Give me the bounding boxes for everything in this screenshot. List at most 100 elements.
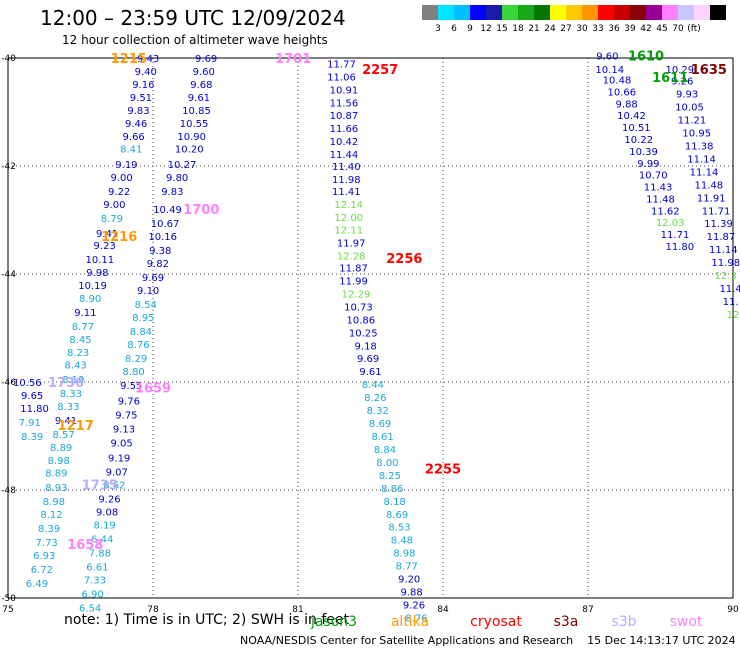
plot-frame [7, 57, 734, 599]
wave-height-value: 8.98 [43, 497, 65, 508]
pass-time-label: 1610 [628, 49, 664, 64]
wave-height-value: 10.05 [675, 103, 704, 114]
pass-time-label: 1658 [67, 538, 103, 553]
wave-height-value: 10.70 [639, 171, 668, 182]
track-altika-1215: 9.43 9.40 9.16 9.51 9.83 9.46 9.66 8.41 9.19 9.00… [26, 54, 159, 590]
wave-height-value: 9.65 [21, 391, 43, 402]
wave-height-value: 10.95 [682, 129, 711, 140]
wave-height-value: 8.25 [379, 471, 401, 482]
wave-height-value: 11.66 [330, 124, 359, 135]
color-swatch [518, 5, 534, 20]
color-scale-label: 39 [624, 24, 636, 34]
wave-height-value: 8.89 [45, 469, 67, 480]
wave-height-value: 9.08 [96, 508, 118, 519]
credit-timestamp: 15 Dec 14:13:17 UTC 2024 [587, 634, 736, 647]
y-tick-label: -46 [1, 378, 16, 388]
color-scale-label: 15 [496, 24, 507, 34]
wave-height-value: 9.61 [188, 93, 210, 104]
wave-height-value: 8.39 [21, 432, 43, 443]
wave-height-value: 10.55 [180, 119, 209, 130]
wave-height-value: 9.19 [115, 160, 137, 171]
wave-height-value: 9.20 [398, 575, 420, 586]
wave-height-value: 9.61 [359, 367, 381, 378]
wave-height-value: 9.40 [135, 67, 157, 78]
wave-height-value: 9.75 [115, 410, 137, 421]
color-scale-label: 6 [451, 24, 457, 34]
wave-height-value: 8.98 [48, 456, 70, 467]
wave-height-value: 9.55 [120, 381, 142, 392]
wave-height-value: 8.44 [362, 380, 384, 391]
wave-height-value: 11.87 [707, 232, 736, 243]
wave-height-value: 10.48 [603, 76, 632, 87]
wave-height-value: 11.71 [661, 230, 690, 241]
wave-height-value: 8.54 [135, 300, 157, 311]
grid [7, 57, 734, 599]
wave-height-value: 7.91 [19, 418, 41, 429]
wave-height-value: 8.12 [40, 510, 62, 521]
color-scale-label: 27 [560, 24, 571, 34]
wave-height-value: 11.40 [332, 162, 361, 173]
wave-height-value: 12.3 [715, 271, 737, 282]
wave-height-value: 8.90 [79, 294, 101, 305]
wave-height-value: 11.77 [327, 59, 356, 70]
wave-height-value: 10.39 [629, 147, 658, 158]
wave-height-value: 12.29 [342, 289, 371, 300]
wave-height-value: 9.11 [74, 308, 96, 319]
wave-height-value: 8.26 [364, 393, 386, 404]
wave-height-value: 8.33 [60, 389, 82, 400]
color-swatch [582, 5, 598, 20]
wave-height-value: 12.11 [334, 226, 363, 237]
wave-height-value: 11.91 [697, 193, 726, 204]
wave-height-value: 8.61 [371, 432, 393, 443]
color-swatch [646, 5, 662, 20]
wave-height-value: 9.80 [166, 173, 188, 184]
wave-height-value: 9.46 [125, 119, 147, 130]
color-swatch [486, 5, 502, 20]
wave-height-value: 8.29 [125, 354, 147, 365]
wave-height-value: 10.49 [153, 205, 182, 216]
wave-height-value: 9.22 [108, 187, 130, 198]
y-tick-label: -42 [1, 162, 16, 172]
wave-height-value: 8.23 [67, 348, 89, 359]
wave-height-value: 9.83 [127, 106, 149, 117]
wave-height-value: 8.98 [393, 549, 415, 560]
wave-height-value: 9.23 [94, 241, 116, 252]
wave-height-value: 11.98 [332, 175, 361, 186]
wave-height-value: 8.48 [391, 536, 413, 547]
wave-height-value: 8.41 [120, 145, 142, 156]
wave-height-value: 6.90 [81, 590, 103, 601]
wave-height-value: 8.69 [386, 510, 408, 521]
wave-height-value: 11.48 [695, 180, 724, 191]
color-swatch [566, 5, 582, 20]
wave-height-value: 11.97 [337, 239, 366, 250]
wave-height-value: 8.84 [130, 327, 152, 338]
x-tick-label: 75 [2, 605, 13, 615]
x-tick-label: 81 [292, 605, 303, 615]
wave-height-value: 8.43 [65, 361, 87, 372]
wave-height-value: 8.62 [103, 481, 125, 492]
wave-height-value: 8.69 [369, 419, 391, 430]
pass-time-label: 1217 [58, 419, 94, 434]
pass-time-label: 1659 [135, 381, 171, 396]
color-swatch [502, 5, 518, 20]
wave-height-value: 9.93 [676, 90, 698, 101]
color-swatch [550, 5, 566, 20]
wave-height-value: 11.87 [339, 264, 368, 275]
wave-height-value: 10.66 [608, 87, 637, 98]
color-swatch [438, 5, 454, 20]
wave-height-value: 9.00 [110, 173, 132, 184]
wave-height-value: 9.76 [118, 396, 140, 407]
wave-height-value: 11.14 [687, 154, 716, 165]
wave-height-value: 7.88 [89, 549, 111, 560]
wave-height-value: 11.14 [690, 167, 719, 178]
wave-height-value: 8.33 [57, 402, 79, 413]
color-scale-label: 42 [640, 24, 651, 34]
wave-height-value: 10.87 [330, 111, 359, 122]
wave-height-value: 10.25 [349, 328, 378, 339]
wave-height-value: 9.60 [596, 51, 618, 62]
color-swatch [662, 5, 678, 20]
wave-height-value: 6.54 [79, 604, 101, 615]
wave-height-value: 11.14 [709, 245, 738, 256]
